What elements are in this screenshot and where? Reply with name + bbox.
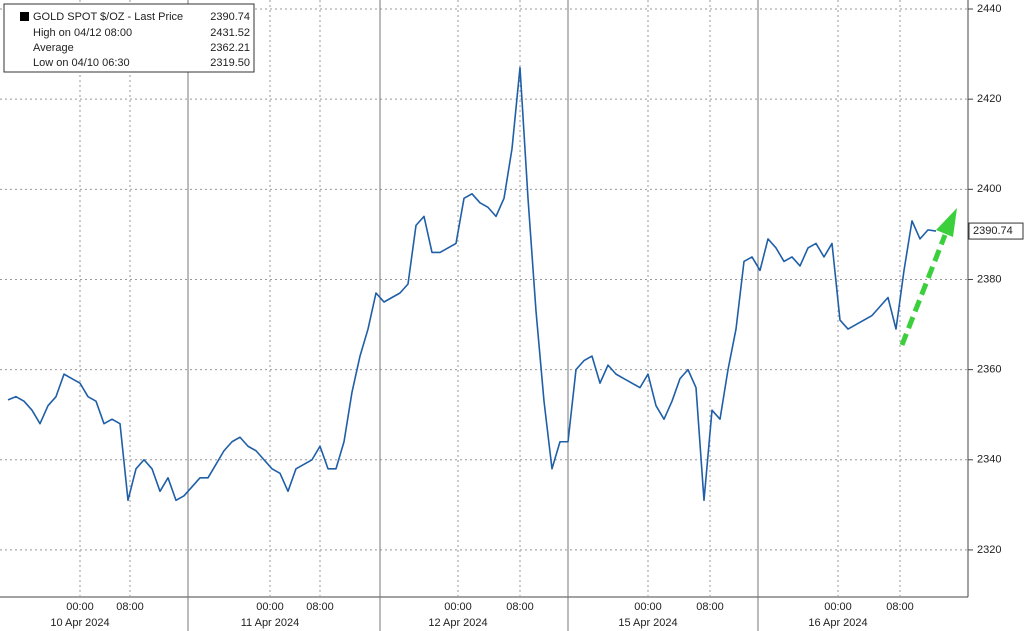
legend-label: Average [33,42,74,54]
legend-value: 2390.74 [210,11,250,23]
date-label: 12 Apr 2024 [428,617,487,629]
y-tick-label: 2440 [977,3,1001,15]
x-tick-label: 00:00 [444,601,472,613]
x-tick-label: 08:00 [696,601,724,613]
legend-value: 2431.52 [210,27,250,39]
legend-title: GOLD SPOT $/OZ - Last Price [33,11,183,23]
trend-arrow [899,208,957,346]
x-tick-label: 00:00 [256,601,284,613]
x-tick-label: 00:00 [824,601,852,613]
date-label: 15 Apr 2024 [618,617,677,629]
date-label: 10 Apr 2024 [50,617,109,629]
x-tick-label: 08:00 [886,601,914,613]
y-tick-label: 2400 [977,183,1001,195]
price-line [7,66,937,502]
arrow-head [936,208,957,237]
legend: GOLD SPOT $/OZ - Last Price 2390.74 High… [3,3,255,73]
legend-label: High on 04/12 08:00 [33,27,132,39]
arrow-shaft [899,234,948,346]
x-tick-label: 08:00 [506,601,534,613]
date-label: 16 Apr 2024 [808,617,867,629]
last-price-tag [968,222,1024,240]
date-label: 11 Apr 2024 [241,617,300,629]
x-tick-label: 08:00 [116,601,144,613]
last-price-label: 2390.74 [973,225,1013,237]
x-tick-label: 00:00 [634,601,662,613]
y-tick-label: 2420 [977,93,1001,105]
legend-value: 2362.21 [210,42,250,54]
x-tick-label: 00:00 [66,601,94,613]
y-tick-label: 2380 [977,273,1001,285]
plot [7,66,937,502]
y-tick-label: 2320 [977,544,1001,556]
legend-label: Low on 04/10 06:30 [33,57,130,69]
legend-box [3,3,255,73]
legend-swatch [20,12,29,21]
y-tick-label: 2340 [977,454,1001,466]
y-tick-label: 2360 [977,364,1001,376]
x-tick-label: 08:00 [306,601,334,613]
legend-value: 2319.50 [210,57,250,69]
